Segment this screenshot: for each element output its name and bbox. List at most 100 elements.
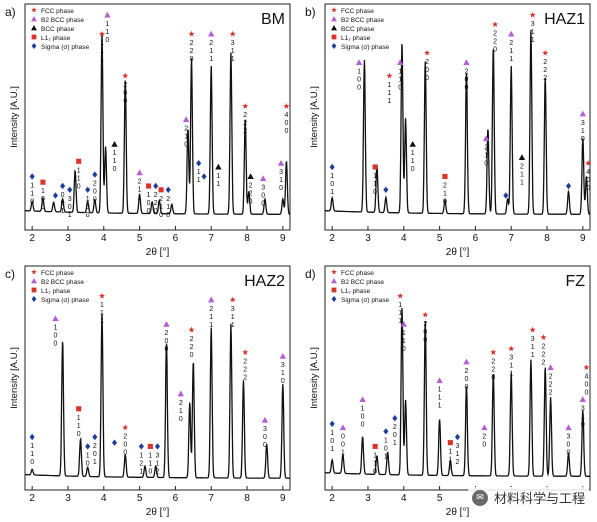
miller-index-label: 1: [216, 173, 220, 180]
panel-letter: b): [305, 5, 316, 19]
miller-index-label: 0: [184, 142, 188, 149]
miller-index-label: 0: [464, 376, 468, 383]
miller-index-label: 0: [61, 192, 65, 199]
miller-index-label: 0: [411, 166, 415, 173]
legend-label: L1₂ phase: [41, 288, 71, 295]
star-marker: [122, 72, 129, 79]
panel-title: FZ: [565, 273, 585, 290]
miller-index-label: 0: [284, 120, 288, 127]
miller-index-label: 2: [491, 366, 495, 373]
miller-index-label: 0: [159, 212, 163, 219]
x-tick-label: 7: [508, 233, 514, 244]
miller-index-label: 0: [123, 442, 127, 449]
star-marker: [542, 49, 549, 56]
miller-index-label: 2: [464, 69, 468, 76]
miller-index-label: 0: [30, 459, 34, 466]
miller-index-label: 2: [520, 164, 524, 171]
miller-index-label: 1: [148, 460, 152, 467]
miller-index-label: 2: [209, 40, 213, 47]
miller-index-label: 1: [448, 457, 452, 464]
star-marker: [529, 11, 536, 18]
miller-index-label: 0: [41, 196, 45, 203]
diamond-marker: [503, 192, 509, 199]
xrd-curve: [25, 34, 291, 215]
diamond-marker: [329, 163, 335, 171]
square-marker: [76, 158, 82, 164]
miller-index-label: 2: [243, 120, 247, 127]
miller-index-label: 3: [231, 40, 235, 47]
y-axis-label: Intensity [A.U.]: [9, 347, 20, 409]
miller-index-label: 1: [139, 468, 143, 475]
miller-index-label: 2: [549, 389, 553, 396]
miller-index-label: 1: [166, 204, 170, 211]
miller-index-label: 4: [586, 169, 590, 176]
miller-index-label: 1: [209, 314, 213, 321]
wechat-logo-icon: ✉: [471, 489, 488, 506]
miller-index-label: 1: [341, 450, 345, 457]
triangle-marker: [339, 424, 347, 431]
miller-index-label: 2: [93, 443, 97, 450]
miller-index-label: 0: [384, 445, 388, 452]
miller-index-label: 1: [384, 453, 388, 460]
triangle-marker: [261, 416, 269, 423]
diamond-marker: [67, 186, 73, 193]
square-marker: [372, 164, 378, 170]
miller-index-label: 1: [520, 180, 524, 187]
x-tick-label: 8: [244, 493, 250, 504]
x-tick-label: 5: [137, 493, 143, 504]
triangle-marker: [136, 169, 143, 176]
miller-index-label: 2: [166, 196, 170, 203]
miller-index-label: 2: [209, 306, 213, 313]
triangle-marker: [104, 11, 111, 18]
miller-index-label: 1: [139, 452, 143, 459]
triangle-marker: [215, 163, 222, 170]
miller-index-label: 2: [123, 434, 127, 441]
triangle-marker: [177, 390, 184, 397]
miller-index-label: 2: [491, 358, 495, 365]
miller-index-label: 3: [531, 21, 535, 28]
star-marker: [229, 296, 236, 303]
x-tick-label: 9: [580, 233, 586, 244]
x-tick-label: 5: [437, 493, 443, 504]
legend-label: FCC phase: [41, 270, 74, 277]
miller-index-label: 1: [402, 330, 406, 337]
x-tick-label: 4: [101, 233, 107, 244]
miller-index-label: 0: [263, 434, 267, 441]
miller-index-label: 1: [330, 173, 334, 180]
star-marker: [583, 364, 590, 370]
miller-index-label: 0: [284, 128, 288, 135]
miller-index-label: 0: [423, 337, 427, 344]
miller-index-label: 3: [261, 184, 265, 191]
miller-index-label: 1: [398, 69, 402, 76]
miller-index-label: 0: [263, 442, 267, 449]
diamond-marker: [454, 433, 461, 441]
miller-index-label: 1: [531, 37, 535, 44]
miller-index-label: 2: [484, 145, 488, 152]
diamond-marker: [29, 173, 35, 180]
miller-index-label: 0: [164, 338, 168, 345]
miller-index-label: 1: [61, 208, 65, 215]
triangle-marker: [277, 160, 285, 166]
panel-title: HAZ2: [244, 273, 285, 290]
x-tick-label: 5: [437, 233, 443, 244]
diamond-marker: [201, 173, 207, 180]
triangle-marker: [463, 59, 470, 66]
miller-index-label: 0: [86, 460, 90, 467]
square-marker: [31, 34, 37, 40]
miller-index-label: 1: [138, 187, 142, 194]
triangle-marker: [31, 16, 37, 22]
triangle-marker: [31, 25, 37, 31]
miller-index-label: 0: [86, 212, 90, 219]
square-marker: [76, 406, 82, 412]
miller-index-label: 0: [341, 434, 345, 441]
miller-index-label: 2: [448, 465, 452, 472]
triangle-marker: [400, 321, 407, 327]
miller-index-label: 1: [216, 181, 220, 188]
diamond-marker: [196, 160, 202, 167]
square-marker: [147, 443, 153, 449]
chart-panel-2: b) HAZ1 FCC phase B2 BCC phase BCC phase L1₂ …: [305, 3, 592, 258]
diamond-marker: [331, 296, 337, 302]
miller-index-label: 1: [388, 82, 392, 89]
square-marker: [372, 443, 378, 449]
watermark-text: 材料科学与工程: [493, 492, 585, 507]
